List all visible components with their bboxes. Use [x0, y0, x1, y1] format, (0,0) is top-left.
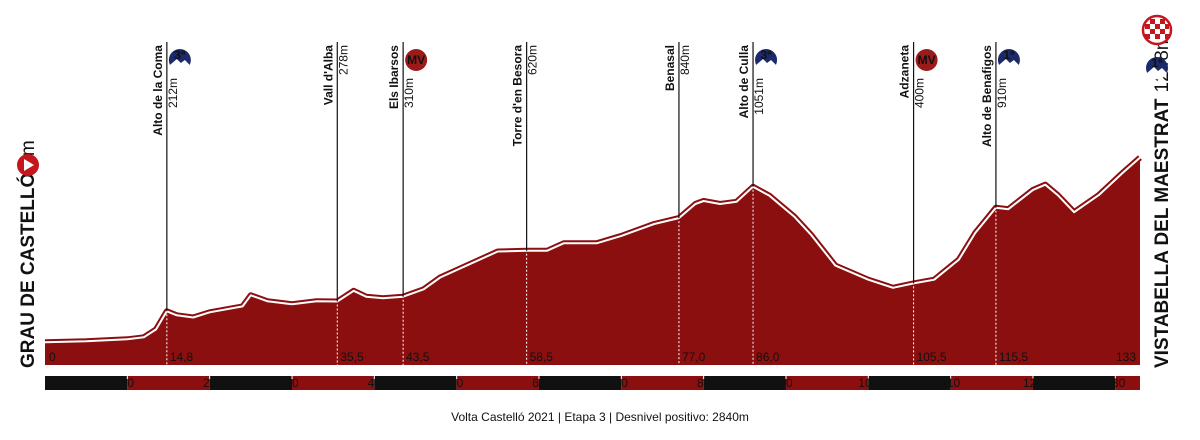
x-tick-label: 120	[1023, 376, 1043, 390]
badge-mountain	[998, 59, 1019, 72]
scale-segment	[868, 376, 951, 390]
x-tick-label: 50	[450, 376, 464, 390]
category-badge: 1ª	[1146, 56, 1168, 80]
footer: Volta Castelló 2021 | Etapa 3 | Desnivel…	[451, 410, 749, 424]
point-km: 14,8	[170, 350, 194, 364]
scale-segment	[785, 376, 869, 390]
badge-mountain	[169, 59, 190, 72]
point-altitude: 278m	[336, 45, 350, 75]
point-name: Vall d'Alba	[321, 45, 335, 106]
profile-line	[44, 156, 1141, 344]
x-tick-label: 30	[285, 376, 299, 390]
point-km: 86,0	[756, 350, 780, 364]
scale-segment	[621, 376, 704, 390]
x-tick-label: 100	[858, 376, 878, 390]
scale-segment	[291, 376, 375, 390]
start-icon	[17, 154, 39, 176]
point-altitude: 840m	[678, 45, 692, 75]
x-tick-label: 130	[1105, 376, 1125, 390]
badge-text: MV	[918, 53, 936, 67]
point-km: 105,5	[917, 350, 947, 364]
finish-label: VISTABELLA DEL MAESTRAT1248m	[1152, 34, 1173, 368]
x-tick-label: 20	[203, 376, 217, 390]
category-badge: 3ª	[755, 48, 778, 72]
scale-segment	[374, 376, 457, 390]
scale-segment	[127, 376, 210, 390]
point-altitude: 310m	[402, 78, 416, 108]
category-badge: 3ª	[168, 48, 191, 72]
category-badge: 1ª	[997, 48, 1020, 72]
finish-km: 133	[1116, 350, 1136, 364]
x-tick-label: 90	[779, 376, 793, 390]
scale-segment	[45, 376, 128, 390]
category-badge: MV	[915, 49, 938, 71]
point-name: Benasal	[663, 45, 677, 91]
badge-mountain	[756, 59, 777, 72]
finish-flag-icon	[1141, 14, 1173, 46]
point-altitude: 212m	[166, 78, 180, 108]
badge-text: 3ª	[174, 48, 186, 62]
point-km: 77,0	[682, 350, 706, 364]
point-name: Alto de Benafigos	[980, 45, 994, 147]
badge-text: 3ª	[760, 48, 772, 62]
finish-name: VISTABELLA DEL MAESTRAT	[1152, 98, 1173, 368]
scale-segment	[1115, 376, 1140, 390]
scale-segment	[538, 376, 622, 390]
scale-segment	[703, 376, 786, 390]
flag-checks	[1145, 19, 1169, 39]
x-tick-label: 60	[532, 376, 546, 390]
badge-text: 1ª	[1003, 48, 1015, 62]
point-km: 35,5	[340, 350, 364, 364]
point-km: 58,5	[530, 350, 554, 364]
point-name: Adzaneta	[898, 45, 912, 99]
point-name: Alto de Culla	[737, 45, 751, 119]
badge-text: MV	[407, 53, 425, 67]
x-tick-label: 70	[615, 376, 629, 390]
scale-segment	[950, 376, 1033, 390]
point-name: Els Ibarsos	[387, 45, 401, 109]
badge-mountain	[1147, 67, 1167, 80]
scale-segment	[456, 376, 539, 390]
badge-circle	[915, 49, 938, 71]
point-altitude: 1051m	[752, 78, 766, 115]
start-name: GRAU DE CASTELLÓ	[17, 173, 39, 368]
point-altitude: 620m	[526, 45, 540, 75]
profile-area	[45, 157, 1140, 365]
x-tick-label: 10	[121, 376, 135, 390]
point-km: 115,5	[999, 350, 1028, 364]
point-km: 43,5	[406, 350, 430, 364]
point-altitude: 400m	[913, 78, 927, 108]
category-badge: MV	[405, 49, 428, 71]
point-altitude: 910m	[995, 78, 1009, 108]
x-tick-label: 40	[368, 376, 382, 390]
scale-segment	[209, 376, 292, 390]
x-tick-label: 110	[941, 376, 960, 390]
scale-segment	[1032, 376, 1116, 390]
badge-text: 1ª	[1151, 56, 1163, 70]
point-name: Alto de la Coma	[151, 45, 165, 136]
point-name: Torre d'en Besora	[511, 45, 525, 147]
x-tick-label: 80	[697, 376, 711, 390]
badge-circle	[405, 49, 428, 71]
start-icon-arrow	[24, 159, 34, 171]
flag-circle	[1141, 14, 1173, 46]
start-km: 0	[49, 350, 56, 364]
